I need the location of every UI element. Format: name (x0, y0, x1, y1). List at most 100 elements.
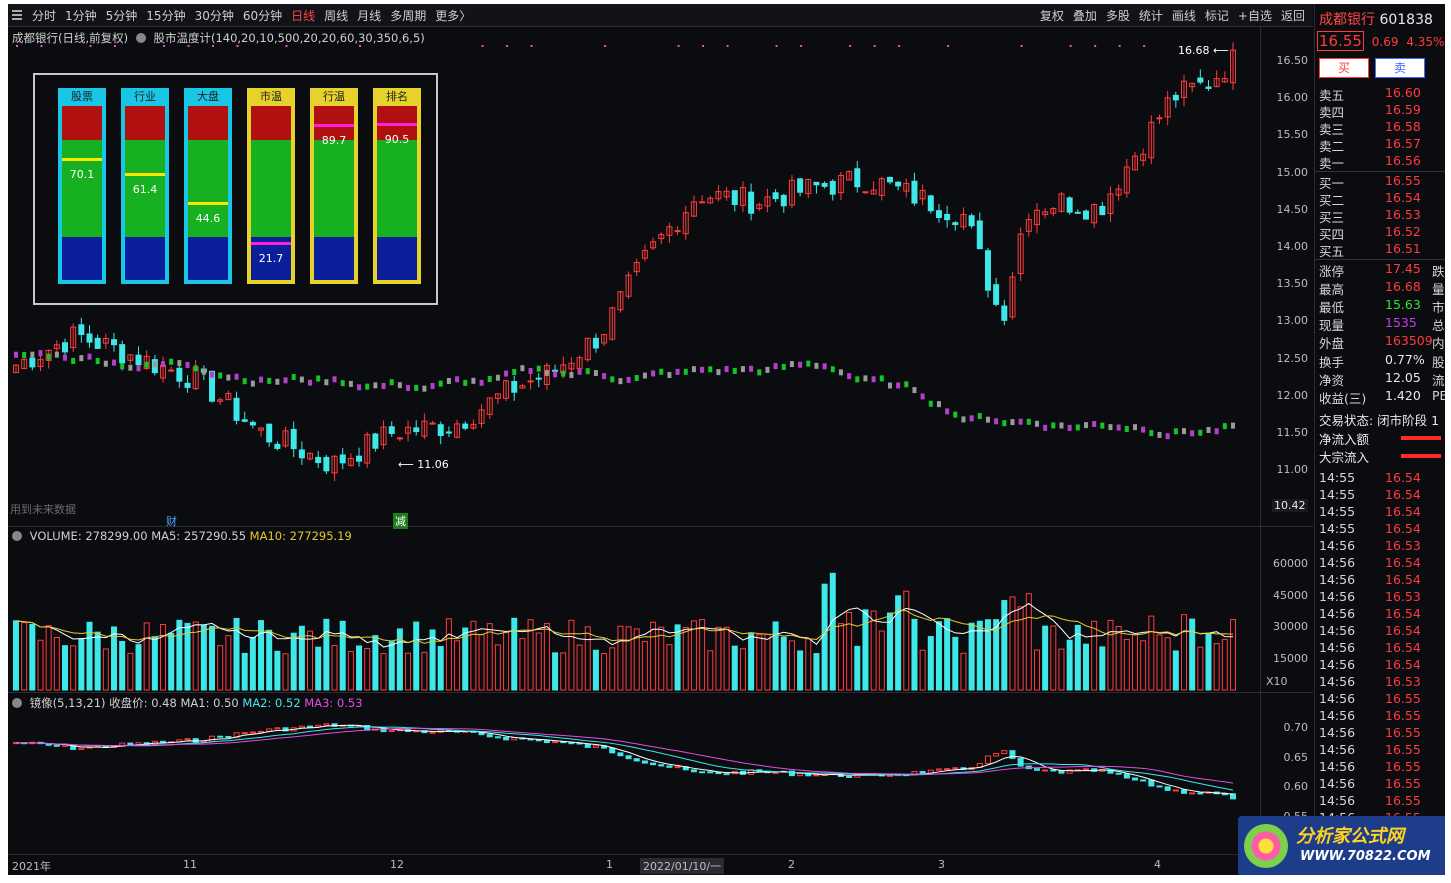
stat-tail: 跌 (1432, 264, 1445, 279)
mirror-chart[interactable] (8, 693, 1260, 853)
candle-body (1213, 78, 1220, 88)
tab-1[interactable]: 1分钟 (65, 9, 97, 23)
volume-bar (1107, 619, 1114, 691)
logo-title: 分析家公式网 (1296, 826, 1404, 847)
volume-bar (1172, 650, 1179, 691)
candle-body (601, 334, 608, 344)
overlay-candle (1231, 422, 1235, 429)
mirror-candle (192, 738, 199, 743)
volume-bar (503, 632, 510, 691)
block-flow-row: 大宗流入 (1319, 447, 1445, 466)
candle-body (217, 399, 224, 402)
mirror-candle (1123, 773, 1130, 779)
tab-9[interactable]: 多周期 (390, 9, 427, 23)
mirror-candle (1140, 779, 1147, 782)
candle-body (119, 344, 126, 364)
event-jian-badge[interactable]: 减 (393, 513, 408, 529)
volume-bar (903, 590, 910, 691)
volume-bar (788, 640, 795, 691)
candle-body (1131, 155, 1138, 171)
overlay-candle (14, 351, 18, 358)
tab-2[interactable]: 5分钟 (105, 9, 138, 23)
overlay-candle (618, 378, 623, 385)
signal-dot (236, 45, 239, 47)
volume-bar (927, 636, 934, 691)
tool-1[interactable]: 叠加 (1072, 9, 1097, 23)
price-pane-title: 成都银行(日线,前复权) 股市温度计(140,20,10,500,20,20,6… (12, 30, 425, 46)
overlay-candle (177, 360, 182, 367)
tab-10[interactable]: 更多〉 (435, 9, 472, 23)
ask-price: 16.59 (1385, 102, 1421, 117)
tab-0[interactable]: 分时 (32, 9, 57, 23)
gauge-1: 行业 61.4 (121, 88, 169, 284)
candle-body (388, 426, 395, 434)
volume-bar (1001, 600, 1008, 691)
overlay-candle (585, 368, 590, 375)
tool-3[interactable]: 统计 (1138, 9, 1163, 23)
tick-price: 16.55 (1385, 793, 1421, 808)
candle-body (756, 204, 763, 209)
tool-2[interactable]: 多股 (1105, 9, 1130, 23)
tool-6[interactable]: +自选 (1237, 9, 1272, 23)
market-thermometer-panel: 股票 70.1 行业 61.4 大盘 44.6 市温 21.7 行温 89.7 排名 90.5 (33, 73, 438, 305)
settings-icon[interactable] (12, 698, 22, 708)
settings-icon[interactable] (12, 531, 22, 541)
overlay-candle (536, 365, 541, 372)
stat-tail: 股 (1432, 355, 1445, 370)
volume-bar (1033, 649, 1040, 691)
ask-label: 卖一 (1319, 156, 1345, 171)
stat-value: 15.63 (1385, 297, 1421, 312)
buy-button[interactable]: 买 (1319, 58, 1369, 78)
overlay-candle (708, 366, 713, 373)
price-tick: 14.50 (1276, 202, 1309, 216)
event-cai-badge[interactable]: 财 (166, 515, 177, 528)
tick-price: 16.55 (1385, 725, 1421, 740)
mirror-candle (625, 755, 632, 760)
settings-icon[interactable] (135, 33, 146, 43)
tab-6[interactable]: 日线 (291, 9, 316, 23)
overlay-candle (700, 366, 705, 373)
tool-5[interactable]: 标记 (1204, 9, 1229, 23)
tick-time: 14:56 (1319, 759, 1356, 774)
tab-8[interactable]: 月线 (357, 9, 382, 23)
volume-bar (560, 652, 567, 691)
sell-button[interactable]: 卖 (1375, 58, 1425, 78)
mirror-candle (846, 775, 853, 778)
tab-5[interactable]: 60分钟 (242, 9, 283, 23)
volume-chart[interactable] (8, 527, 1260, 692)
candle-body (1221, 77, 1228, 83)
tab-3[interactable]: 15分钟 (146, 9, 186, 23)
gauge-red-zone (125, 106, 165, 140)
tab-4[interactable]: 30分钟 (194, 9, 234, 23)
price-tick: 13.00 (1276, 314, 1309, 328)
gauge-red-zone (251, 106, 291, 140)
price-pane[interactable]: 成都银行(日线,前复权) 股市温度计(140,20,10,500,20,20,6… (8, 27, 1313, 529)
tick-time: 14:56 (1319, 776, 1356, 791)
volume-bar (772, 621, 779, 691)
overlay-candle (1002, 420, 1007, 427)
candlestick-chart[interactable] (8, 27, 1260, 526)
overlay-candle (1206, 426, 1211, 433)
volume-bar (396, 628, 403, 691)
stat-tail: 市 (1432, 300, 1445, 315)
tool-7[interactable]: 返回 (1280, 9, 1305, 23)
volume-bar (1115, 626, 1122, 691)
overlay-candle (1051, 422, 1056, 429)
candle-body (168, 369, 175, 372)
tool-4[interactable]: 画线 (1171, 9, 1196, 23)
future-data-note: 用到未来数据 (10, 503, 76, 516)
tool-0[interactable]: 复权 (1039, 9, 1064, 23)
tab-7[interactable]: 周线 (324, 9, 349, 23)
volume-unit: X10 (1266, 675, 1288, 688)
overlay-candle (936, 401, 941, 408)
mirror-pane[interactable]: 镜像(5,13,21) 收盘价: 0.48 MA1: 0.50 MA2: 0.5… (8, 693, 1313, 853)
candle-body (37, 359, 44, 367)
mirror-candle (494, 736, 501, 739)
menu-icon[interactable] (12, 10, 22, 20)
volume-bar (1082, 643, 1089, 691)
volume-bar (94, 631, 101, 691)
volume-bar (535, 632, 542, 691)
volume-bar (829, 572, 836, 691)
candle-body (372, 433, 379, 449)
volume-pane[interactable]: VOLUME: 278299.00 MA5: 257290.55 MA10: 2… (8, 527, 1313, 693)
